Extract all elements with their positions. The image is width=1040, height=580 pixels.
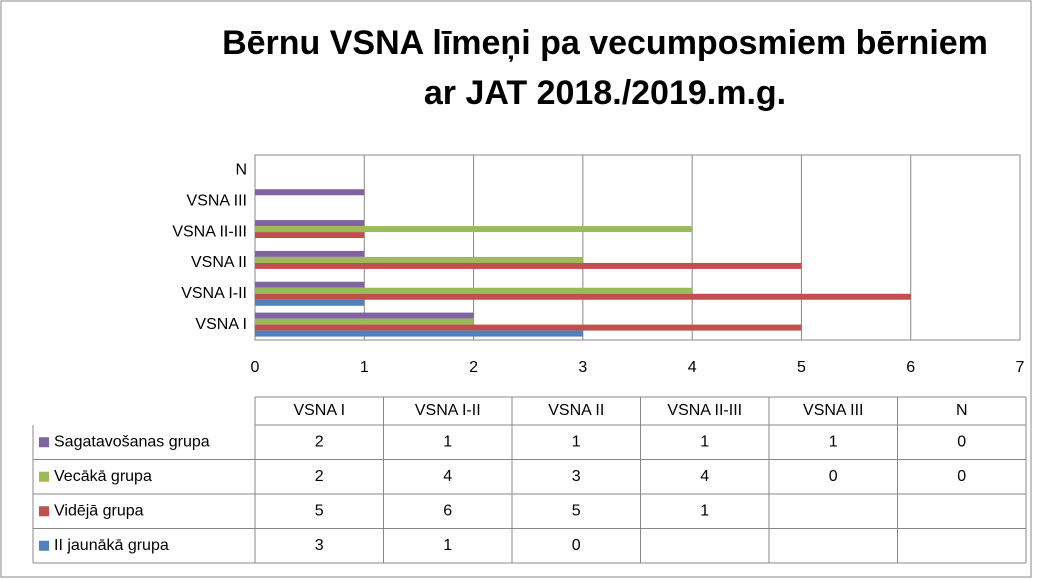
table-cell: 2	[315, 468, 324, 485]
table-cell: 1	[700, 502, 709, 519]
table-cell: 3	[315, 537, 324, 554]
bar	[255, 189, 365, 196]
chart-title: Bērnu VSNA līmeņi pa vecumposmiem bērnie…	[222, 24, 988, 62]
bar	[255, 330, 583, 337]
legend-swatch	[39, 437, 49, 448]
table-cell: 3	[572, 468, 581, 485]
bar	[255, 312, 474, 319]
table-cell: 1	[572, 433, 581, 450]
x-tick-label: 5	[797, 359, 806, 376]
x-tick-label: 7	[1016, 359, 1025, 376]
bar	[255, 226, 693, 233]
table-cell: 1	[829, 433, 838, 450]
table-cell: 5	[572, 502, 581, 519]
bar	[255, 220, 365, 227]
x-tick-label: 6	[906, 359, 915, 376]
bar	[255, 262, 802, 269]
y-tick-label: N	[235, 162, 247, 179]
table-cell: 0	[829, 468, 838, 485]
table-cell: 0	[957, 468, 966, 485]
legend-swatch	[39, 506, 49, 517]
bar	[255, 318, 474, 325]
bar	[255, 250, 365, 257]
legend-label: Sagatavošanas grupa	[54, 433, 210, 450]
bar	[255, 324, 802, 331]
y-tick-label: VSNA II	[191, 254, 247, 271]
bar	[255, 299, 365, 306]
legend-label: Vidējā grupa	[54, 502, 144, 519]
bar	[255, 281, 365, 288]
legend-swatch	[39, 540, 49, 551]
table-cell: 4	[700, 468, 709, 485]
legend-swatch	[39, 471, 49, 482]
bar	[255, 287, 693, 294]
table-header: VSNA II-III	[667, 402, 742, 419]
y-tick-label: VSNA III	[187, 192, 247, 209]
legend-label: II jaunākā grupa	[54, 537, 169, 554]
x-tick-label: 4	[688, 359, 697, 376]
x-tick-label: 0	[251, 359, 260, 376]
table-cell: 6	[443, 502, 452, 519]
table-header: N	[956, 402, 968, 419]
bar	[255, 256, 583, 263]
table-cell: 1	[443, 537, 452, 554]
table-cell: 1	[443, 433, 452, 450]
chart-title: ar JAT 2018./2019.m.g.	[424, 74, 786, 112]
table-header: VSNA III	[803, 402, 863, 419]
table-header: VSNA I-II	[415, 402, 481, 419]
bar	[255, 232, 365, 239]
table-cell: 0	[957, 433, 966, 450]
table-header: VSNA II	[548, 402, 604, 419]
x-tick-label: 2	[469, 359, 478, 376]
y-tick-label: VSNA I	[195, 316, 247, 333]
bar	[255, 293, 911, 300]
table-cell: 1	[700, 433, 709, 450]
x-tick-label: 1	[360, 359, 369, 376]
legend-label: Vecākā grupa	[54, 468, 152, 485]
table-cell: 0	[572, 537, 581, 554]
table-cell: 2	[315, 433, 324, 450]
y-tick-label: VSNA I-II	[181, 285, 247, 302]
table-cell: 5	[315, 502, 324, 519]
table-cell: 4	[443, 468, 452, 485]
table-header: VSNA I	[293, 402, 345, 419]
y-tick-label: VSNA II-III	[172, 223, 247, 240]
x-tick-label: 3	[578, 359, 587, 376]
